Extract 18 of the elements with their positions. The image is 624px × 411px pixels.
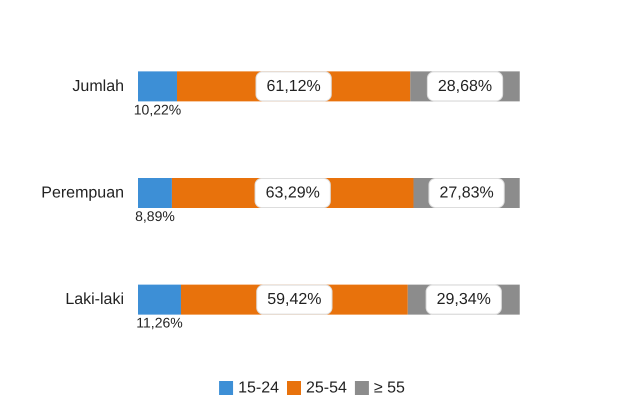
y-tick-label: Jumlah [72, 78, 124, 95]
data-label: 29,34% [436, 291, 491, 308]
y-tick-label: Laki-laki [65, 291, 124, 308]
data-label: 59,42% [267, 291, 322, 308]
data-label: 61,12% [266, 78, 321, 95]
data-label: 11,26% [136, 314, 183, 331]
y-tick-label: Perempuan [41, 184, 124, 202]
data-label: 63,29% [266, 184, 320, 202]
bar [138, 284, 181, 315]
data-label: 27,83% [439, 184, 494, 202]
data-label: 10,22% [134, 101, 182, 118]
legend-label: 15-24 [238, 380, 280, 396]
legend-label: ≥ 55 [374, 380, 406, 396]
data-label: 28,68% [438, 78, 492, 95]
legend-label: 25-54 [306, 380, 348, 396]
data-label: 8,89% [135, 208, 175, 224]
bar [138, 71, 178, 102]
bar [138, 178, 172, 208]
